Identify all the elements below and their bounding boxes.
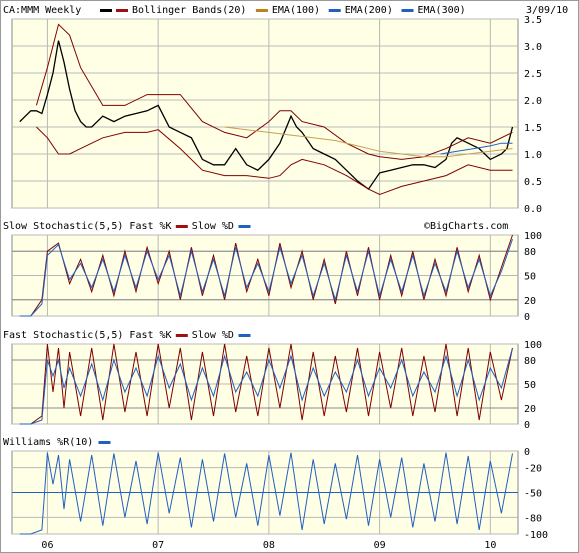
- series-pct-D: [19, 347, 513, 425]
- legend-swatch: [100, 9, 112, 12]
- y-tick-label: -20: [524, 464, 542, 475]
- legend-swatch-k: [175, 225, 188, 228]
- legend-label: EMA(300): [418, 5, 466, 16]
- legend-swatch: [255, 9, 268, 12]
- watermark: ©BigCharts.com: [424, 221, 508, 232]
- series-pct-K: [19, 343, 513, 425]
- series-ema-300: [440, 142, 513, 155]
- y-tick-label: -50: [524, 489, 542, 500]
- y-tick-label: 1.0: [524, 150, 542, 161]
- panel-3: 100 80 50 20 0 Fast Stochastic(5,5) Fast %K Sl…: [1, 326, 578, 431]
- legend-swatch-k: [175, 334, 188, 337]
- y-tick-label: 0.5: [524, 177, 542, 188]
- x-tick-label: 09: [374, 540, 386, 551]
- panel-header: [1, 1, 578, 19]
- y-tick-label: 20: [524, 404, 536, 415]
- y-tick-label: 2.5: [524, 69, 542, 80]
- series-bollinger-lower: [36, 126, 513, 196]
- y-tick-label: 20: [524, 296, 536, 307]
- ticker-label: CA:MMM Weekly: [3, 5, 81, 16]
- legend-swatch: [328, 9, 341, 12]
- x-tick-label: 06: [41, 540, 53, 551]
- y-tick-label: 0.0: [524, 204, 542, 215]
- y-tick-label: -100: [524, 530, 548, 541]
- series-ema-100: [224, 126, 513, 158]
- legend-label: Slow %D: [192, 221, 234, 232]
- legend-label: EMA(200): [345, 5, 393, 16]
- panel-title: Fast Stochastic(5,5) Fast %K: [3, 330, 172, 341]
- legend-swatch-d: [238, 225, 251, 228]
- legend-label: EMA(100): [272, 5, 320, 16]
- panel-4: 0 -20 -50 -80 -100 Williams %R(10): [1, 433, 578, 541]
- series-price: [19, 40, 514, 191]
- y-tick-label: 0: [524, 420, 530, 431]
- legend-swatch: [116, 9, 128, 12]
- y-tick-label: 1.5: [524, 123, 542, 134]
- panel-2: 100 80 50 20 0 Slow Stochastic(5,5) Fast %K Sl…: [1, 217, 578, 323]
- date-label: 3/09/10: [526, 5, 568, 16]
- legend-swatch: [401, 9, 414, 12]
- panel-title: Williams %R(10): [3, 437, 93, 448]
- plot-area: [11, 18, 519, 209]
- y-tick-label: 80: [524, 247, 536, 258]
- y-tick-label: 3.0: [524, 42, 542, 53]
- legend-swatch: [98, 441, 111, 444]
- series-pct-R: [19, 452, 513, 535]
- panel-header: [1, 326, 578, 344]
- y-tick-label: 3.5: [524, 15, 542, 26]
- y-tick-label: 0: [524, 312, 530, 323]
- x-tick-label: 07: [152, 540, 164, 551]
- y-tick-label: 50: [524, 380, 536, 391]
- y-tick-label: 100: [524, 231, 542, 242]
- y-tick-label: 2.0: [524, 96, 542, 107]
- series-bollinger-upper: [35, 23, 513, 160]
- y-tick-label: -80: [524, 513, 542, 524]
- legend-swatch-d: [238, 334, 251, 337]
- panel-header: [1, 433, 578, 451]
- y-tick-label: 0: [524, 447, 530, 458]
- y-tick-label: 80: [524, 356, 536, 367]
- series-pct-D: [19, 238, 513, 317]
- y-tick-label: 50: [524, 272, 536, 283]
- panel-header: [1, 217, 578, 235]
- y-tick-label: 100: [524, 340, 542, 351]
- panel-title: Slow Stochastic(5,5) Fast %K: [3, 221, 172, 232]
- legend-label: Slow %D: [192, 330, 234, 341]
- panel-1: 3.5 3.0 2.5 2.0 1.5 1.0 0.5 0.0 CA:MMM Weekly Bol…: [1, 1, 578, 215]
- x-tick-label: 10: [484, 540, 496, 551]
- legend-label: Bollinger Bands(20): [132, 5, 246, 16]
- x-tick-label: 08: [263, 540, 275, 551]
